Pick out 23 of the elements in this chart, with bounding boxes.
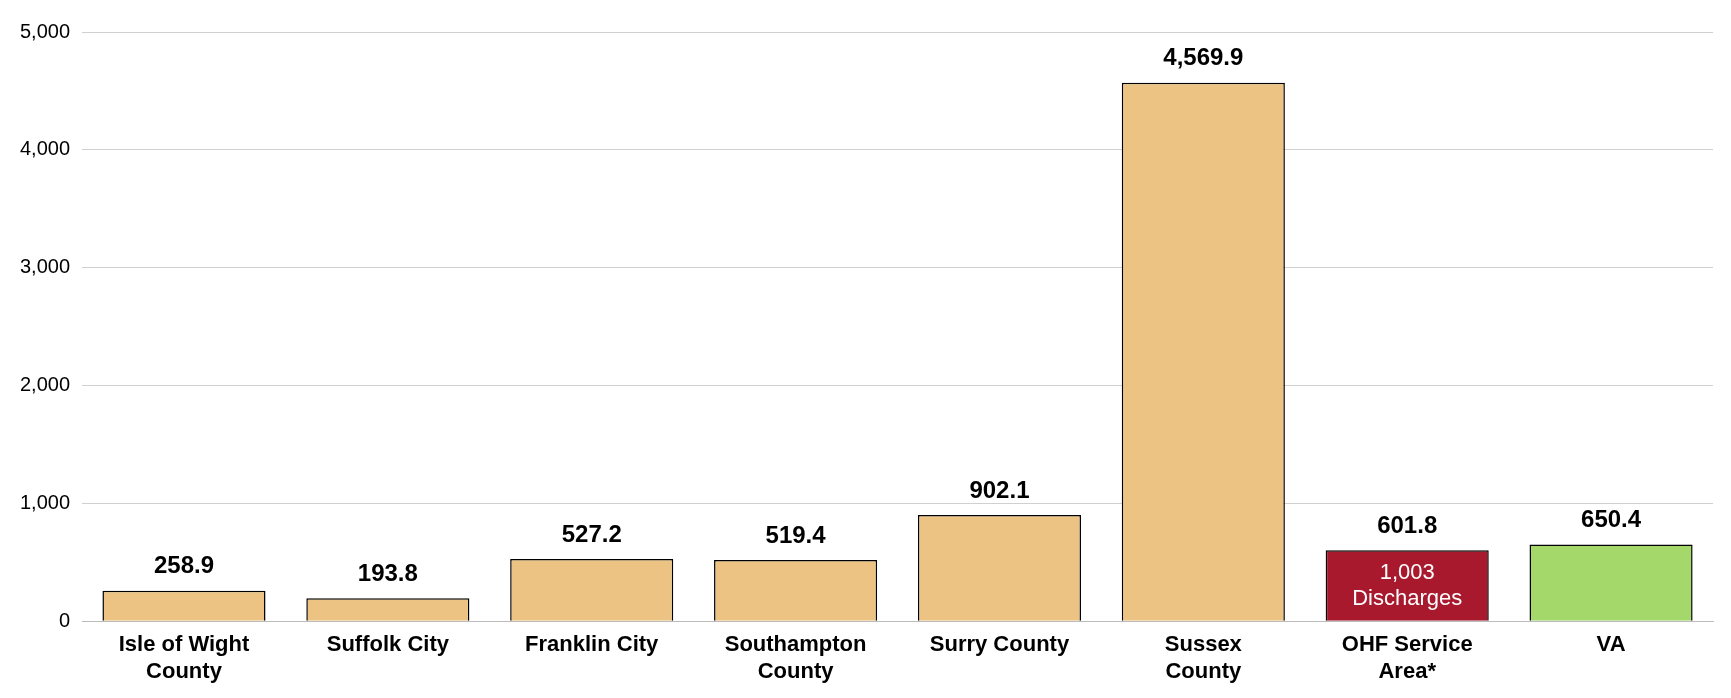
data-label: 258.9 (153, 551, 215, 579)
x-tick-label: VA (1596, 631, 1626, 657)
data-label: 902.1 (969, 475, 1030, 503)
x-tick-label: Sussex County (1164, 631, 1243, 683)
x-tick-label: OHF Service Area* (1341, 631, 1473, 683)
data-label: 650.4 (1581, 505, 1642, 533)
data-label: 601.8 (1377, 510, 1438, 538)
data-label: 193.8 (357, 558, 418, 586)
x-tick-label: Franklin City (525, 631, 660, 657)
y-tick-label: 1,000 (19, 490, 71, 513)
data-label: 4,569.9 (1163, 43, 1244, 71)
y-tick-label: 4,000 (19, 137, 71, 160)
y-tick-label: 0 (58, 608, 71, 631)
data-label: 527.2 (561, 519, 622, 547)
x-tick-label: Surry County (929, 631, 1070, 657)
data-label: 519.4 (765, 520, 827, 548)
y-tick-label: 2,000 (19, 373, 71, 396)
x-tick-label: Isle of Wight County (118, 631, 250, 683)
y-tick-label: 5,000 (19, 19, 71, 42)
x-tick-label: Southampton County (724, 631, 867, 683)
y-tick-label: 3,000 (19, 255, 71, 278)
x-tick-label: Suffolk City (326, 631, 450, 657)
annotation: 1,003 Discharges (1352, 558, 1463, 610)
